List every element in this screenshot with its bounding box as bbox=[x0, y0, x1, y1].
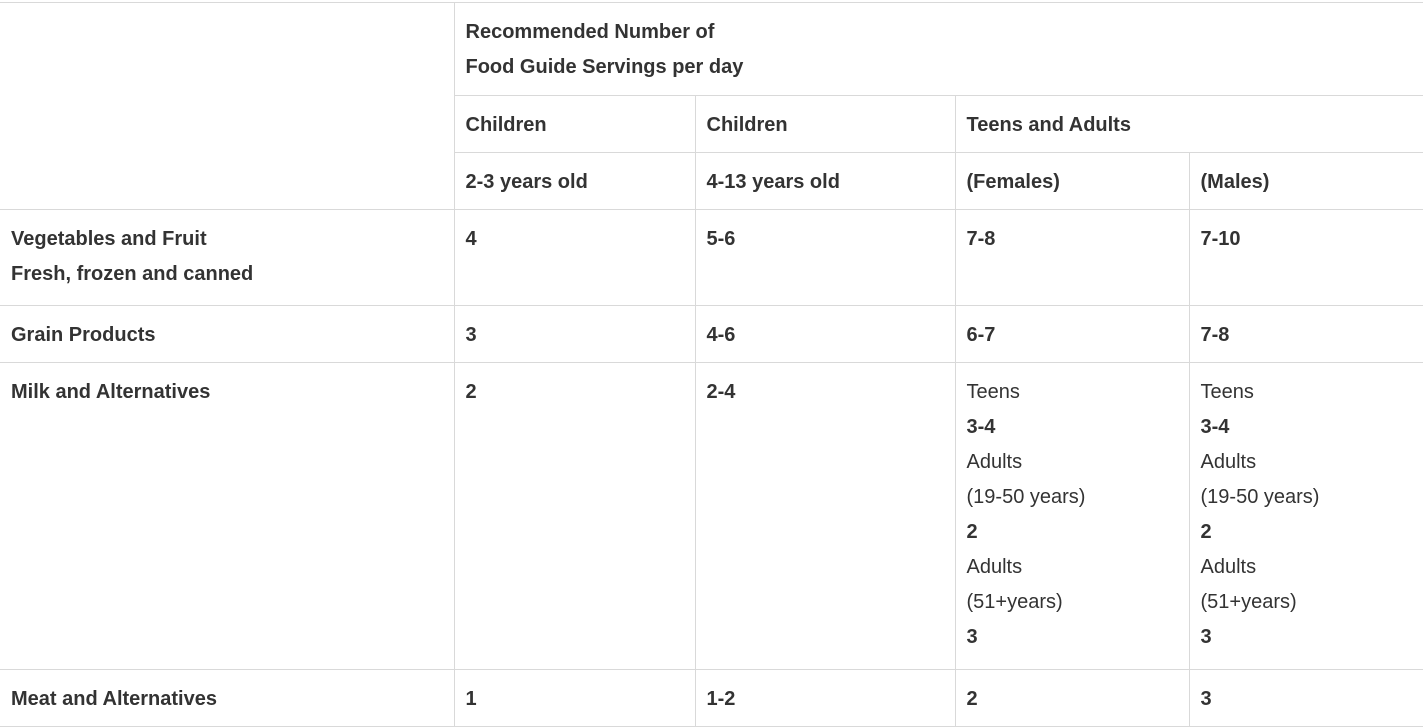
milk-males-line-adults-19-50: Adults bbox=[1200, 451, 1257, 473]
row-label-line-1: Vegetables and Fruit bbox=[11, 228, 207, 250]
milk-males-line-adults-51-range: (51+years) bbox=[1200, 591, 1297, 613]
cell-grain-males: 7-8 bbox=[1188, 305, 1423, 363]
cell-milk-children-4-13: 2-4 bbox=[694, 362, 956, 670]
cell-milk-children-2-3: 2 bbox=[453, 362, 696, 670]
row-label-line-2: Fresh, frozen and canned bbox=[11, 263, 254, 285]
row-label-grain-products: Grain Products bbox=[0, 305, 455, 363]
title-row: Recommended Number of Food Guide Serving… bbox=[0, 2, 1423, 210]
milk-males-line-adults-19-50-value: 2 bbox=[1200, 521, 1212, 543]
milk-males-line-teens: Teens bbox=[1200, 381, 1254, 403]
table-row-meat-and-alternatives: Meat and Alternatives 1 1-2 2 3 bbox=[0, 669, 1423, 727]
cell-grain-children-2-3: 3 bbox=[453, 305, 696, 363]
cell-milk-females-detail: Teens 3-4 Adults (19-50 years) 2 Adults … bbox=[954, 362, 1190, 670]
cell-meat-children-4-13: 1-2 bbox=[694, 669, 956, 727]
row-label-milk-and-alternatives: Milk and Alternatives bbox=[0, 362, 455, 670]
cell-vegetables-males: 7-10 bbox=[1188, 209, 1423, 306]
table-title-line-2: Food Guide Servings per day bbox=[465, 56, 744, 78]
table-row-grain-products: Grain Products 3 4-6 6-7 7-8 bbox=[0, 305, 1423, 363]
table-row-milk-and-alternatives: Milk and Alternatives 2 2-4 Teens 3-4 Ad… bbox=[0, 362, 1423, 670]
sub-header-2-3-years: 2-3 years old bbox=[454, 152, 696, 210]
cell-grain-females: 6-7 bbox=[954, 305, 1190, 363]
cell-vegetables-children-2-3: 4 bbox=[453, 209, 696, 306]
milk-females-line-adults-19-50: Adults bbox=[966, 451, 1023, 473]
cell-grain-children-4-13: 4-6 bbox=[694, 305, 956, 363]
cell-meat-females: 2 bbox=[954, 669, 1190, 727]
table-title-line-1: Recommended Number of bbox=[465, 21, 715, 43]
cell-meat-males: 3 bbox=[1188, 669, 1423, 727]
corner-empty-cell bbox=[0, 2, 455, 210]
milk-females-line-teens: Teens bbox=[966, 381, 1020, 403]
row-label-vegetables-and-fruit: Vegetables and Fruit Fresh, frozen and c… bbox=[0, 209, 455, 306]
cell-milk-males-detail: Teens 3-4 Adults (19-50 years) 2 Adults … bbox=[1188, 362, 1423, 670]
milk-males-line-adults-19-50-range: (19-50 years) bbox=[1200, 486, 1320, 508]
table-title-cell: Recommended Number of Food Guide Serving… bbox=[453, 2, 1423, 96]
milk-females-line-adults-19-50-range: (19-50 years) bbox=[966, 486, 1086, 508]
milk-females-line-adults-51: Adults bbox=[966, 556, 1023, 578]
sub-header-row: 2-3 years old 4-13 years old (Females) (… bbox=[0, 152, 1423, 210]
table-row-vegetables-and-fruit: Vegetables and Fruit Fresh, frozen and c… bbox=[0, 209, 1423, 306]
col-header-children-younger: Children bbox=[454, 95, 696, 153]
cell-vegetables-females: 7-8 bbox=[954, 209, 1190, 306]
milk-males-line-adults-51: Adults bbox=[1200, 556, 1257, 578]
milk-females-line-adults-51-range: (51+years) bbox=[966, 591, 1063, 613]
sub-header-females: (Females) bbox=[954, 152, 1190, 210]
sub-header-males: (Males) bbox=[1188, 152, 1423, 210]
milk-females-line-adults-51-value: 3 bbox=[966, 626, 978, 648]
col-header-teens-and-adults: Teens and Adults bbox=[954, 95, 1423, 153]
milk-females-line-adults-19-50-value: 2 bbox=[966, 521, 978, 543]
cell-vegetables-children-4-13: 5-6 bbox=[694, 209, 956, 306]
milk-females-line-teens-value: 3-4 bbox=[966, 416, 996, 438]
row-label-meat-and-alternatives: Meat and Alternatives bbox=[0, 669, 455, 727]
group-header-row: Children Children Teens and Adults bbox=[0, 95, 1423, 153]
col-header-children-older: Children bbox=[694, 95, 956, 153]
milk-males-line-adults-51-value: 3 bbox=[1200, 626, 1212, 648]
cell-meat-children-2-3: 1 bbox=[453, 669, 696, 727]
sub-header-4-13-years: 4-13 years old bbox=[694, 152, 956, 210]
milk-males-line-teens-value: 3-4 bbox=[1200, 416, 1230, 438]
